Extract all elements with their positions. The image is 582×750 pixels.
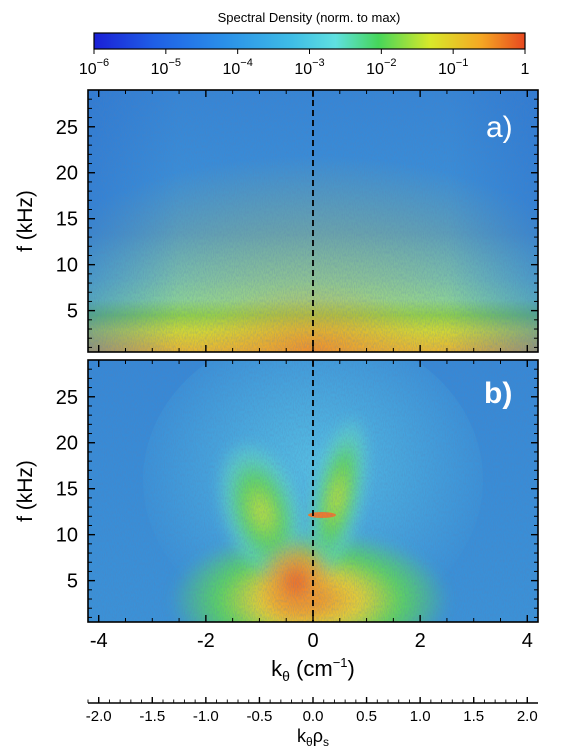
x2-tick-label: 0.5 (356, 708, 377, 725)
y-tick-label: 5 (67, 571, 78, 593)
colorbar-tick-label: 10−2 (366, 57, 396, 78)
x2-tick-label: -1.5 (139, 708, 165, 725)
y-axis-label-a: f (kHz) (14, 190, 37, 252)
y-tick-label: 15 (56, 209, 78, 231)
colorbar-title: Spectral Density (norm. to max) (218, 10, 401, 25)
x-tick-label: -2 (197, 630, 215, 652)
x2-tick-label: -0.5 (246, 708, 272, 725)
x-tick-label: 4 (522, 630, 533, 652)
y-tick-label: 5 (67, 301, 78, 323)
x-tick-label: -4 (90, 630, 108, 652)
colorbar-tick-label: 10−5 (151, 57, 181, 78)
y-axis-label-b: f (kHz) (14, 460, 37, 522)
colorbar-tick-label: 10−3 (294, 57, 324, 78)
y-tick-label: 10 (56, 255, 78, 277)
y-tick-label: 15 (56, 479, 78, 501)
x2-tick-label: 1.5 (463, 708, 484, 725)
panel-a-label: a) (486, 111, 513, 144)
x2-tick-label: 1.0 (410, 708, 431, 725)
colorbar (93, 32, 526, 50)
y-tick-label: 20 (56, 163, 78, 185)
x2-tick-label: 0.0 (303, 708, 324, 725)
x2-tick-label: -2.0 (86, 708, 112, 725)
x2-ticks: -2.0 -1.5 -1.0 -0.5 0.0 0.5 1.0 1.5 2.0 (86, 697, 538, 725)
panel-b-label: b) (484, 377, 512, 410)
y-ticks-panel-a: 5 10 15 20 25 (56, 98, 538, 348)
y-tick-label: 20 (56, 433, 78, 455)
colorbar-ticks: 10−6 10−5 10−4 10−3 10−2 10−1 1 (79, 49, 530, 78)
x2-axis-label: kθρs (297, 726, 329, 749)
colorbar-tick-label: 10−1 (438, 57, 468, 78)
x2-tick-label: 2.0 (517, 708, 538, 725)
x-tick-label: 2 (415, 630, 426, 652)
colorbar-tick-label: 10−6 (79, 57, 109, 78)
x-axis-label: kθ (cm−1) (271, 655, 355, 684)
y-tick-label: 25 (56, 387, 78, 409)
x2-tick-label: -1.0 (193, 708, 219, 725)
y-ticks-panel-b: 5 10 15 20 25 (56, 368, 538, 618)
x-tick-label: 0 (307, 630, 318, 652)
x-ticks: -4 -2 0 2 4 (90, 90, 533, 652)
y-tick-label: 25 (56, 117, 78, 139)
y-tick-label: 10 (56, 525, 78, 547)
colorbar-tick-label: 10−4 (222, 57, 252, 78)
colorbar-tick-label: 1 (521, 61, 530, 78)
